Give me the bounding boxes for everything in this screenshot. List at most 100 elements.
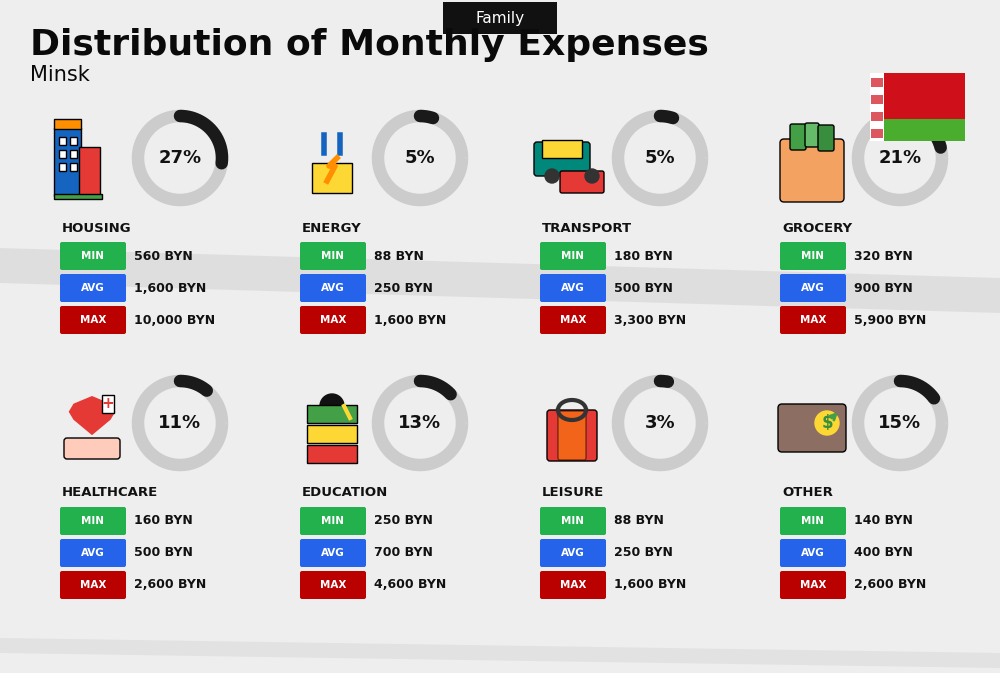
Circle shape: [545, 169, 559, 183]
Text: 180 BYN: 180 BYN: [614, 250, 673, 262]
FancyBboxPatch shape: [60, 507, 126, 535]
Text: 27%: 27%: [158, 149, 202, 167]
Text: 1,600 BYN: 1,600 BYN: [134, 281, 206, 295]
FancyBboxPatch shape: [60, 274, 126, 302]
Text: TRANSPORT: TRANSPORT: [542, 221, 632, 234]
FancyBboxPatch shape: [300, 306, 366, 334]
Text: HOUSING: HOUSING: [62, 221, 132, 234]
Text: OTHER: OTHER: [782, 487, 833, 499]
FancyBboxPatch shape: [547, 410, 597, 461]
Text: 5,900 BYN: 5,900 BYN: [854, 314, 926, 326]
Text: Distribution of Monthly Expenses: Distribution of Monthly Expenses: [30, 28, 709, 62]
FancyBboxPatch shape: [300, 571, 366, 599]
Text: HEALTHCARE: HEALTHCARE: [62, 487, 158, 499]
Text: 3%: 3%: [645, 414, 675, 432]
Text: 400 BYN: 400 BYN: [854, 546, 913, 559]
FancyBboxPatch shape: [805, 123, 819, 147]
FancyBboxPatch shape: [79, 147, 100, 196]
Text: MIN: MIN: [82, 251, 104, 261]
Text: MIN: MIN: [82, 516, 104, 526]
Text: 500 BYN: 500 BYN: [614, 281, 673, 295]
FancyBboxPatch shape: [780, 139, 844, 202]
Text: +: +: [102, 396, 114, 411]
Polygon shape: [0, 638, 1000, 668]
Text: 2,600 BYN: 2,600 BYN: [854, 579, 926, 592]
FancyBboxPatch shape: [542, 140, 582, 158]
FancyBboxPatch shape: [818, 125, 834, 151]
Text: 3,300 BYN: 3,300 BYN: [614, 314, 686, 326]
FancyBboxPatch shape: [59, 163, 66, 171]
FancyBboxPatch shape: [59, 150, 66, 158]
Text: MIN: MIN: [802, 251, 824, 261]
FancyBboxPatch shape: [780, 571, 846, 599]
FancyBboxPatch shape: [310, 406, 354, 416]
FancyBboxPatch shape: [70, 163, 77, 171]
Text: 5%: 5%: [405, 149, 435, 167]
FancyBboxPatch shape: [307, 425, 357, 443]
FancyBboxPatch shape: [871, 129, 883, 137]
FancyBboxPatch shape: [790, 124, 806, 150]
FancyBboxPatch shape: [871, 77, 883, 87]
Text: 21%: 21%: [878, 149, 922, 167]
Text: AVG: AVG: [561, 548, 585, 558]
FancyBboxPatch shape: [443, 2, 557, 34]
Text: LEISURE: LEISURE: [542, 487, 604, 499]
FancyBboxPatch shape: [540, 571, 606, 599]
FancyBboxPatch shape: [780, 274, 846, 302]
Text: AVG: AVG: [321, 548, 345, 558]
Text: EDUCATION: EDUCATION: [302, 487, 388, 499]
Polygon shape: [0, 248, 1000, 313]
FancyBboxPatch shape: [540, 507, 606, 535]
FancyBboxPatch shape: [540, 274, 606, 302]
FancyBboxPatch shape: [300, 539, 366, 567]
Text: AVG: AVG: [561, 283, 585, 293]
Text: ENERGY: ENERGY: [302, 221, 362, 234]
FancyBboxPatch shape: [780, 507, 846, 535]
Text: 88 BYN: 88 BYN: [614, 514, 664, 528]
Text: MIN: MIN: [802, 516, 824, 526]
Text: MIN: MIN: [322, 516, 344, 526]
Text: MIN: MIN: [562, 251, 584, 261]
FancyBboxPatch shape: [540, 539, 606, 567]
Text: 1,600 BYN: 1,600 BYN: [374, 314, 446, 326]
FancyBboxPatch shape: [102, 395, 114, 413]
Circle shape: [585, 169, 599, 183]
FancyBboxPatch shape: [59, 137, 66, 145]
Text: 160 BYN: 160 BYN: [134, 514, 193, 528]
FancyBboxPatch shape: [60, 539, 126, 567]
Text: MAX: MAX: [560, 315, 586, 325]
Text: MIN: MIN: [562, 516, 584, 526]
Text: MIN: MIN: [322, 251, 344, 261]
FancyBboxPatch shape: [54, 194, 102, 199]
Text: 13%: 13%: [398, 414, 442, 432]
Text: 88 BYN: 88 BYN: [374, 250, 424, 262]
Circle shape: [815, 411, 839, 435]
Text: GROCERY: GROCERY: [782, 221, 852, 234]
Text: 4,600 BYN: 4,600 BYN: [374, 579, 446, 592]
Text: AVG: AVG: [321, 283, 345, 293]
FancyBboxPatch shape: [780, 539, 846, 567]
Text: 900 BYN: 900 BYN: [854, 281, 913, 295]
FancyBboxPatch shape: [307, 405, 357, 423]
Text: MAX: MAX: [560, 580, 586, 590]
Text: 250 BYN: 250 BYN: [614, 546, 673, 559]
FancyBboxPatch shape: [60, 571, 126, 599]
Text: MAX: MAX: [800, 580, 826, 590]
FancyBboxPatch shape: [882, 73, 965, 141]
Text: 320 BYN: 320 BYN: [854, 250, 913, 262]
Text: 2,600 BYN: 2,600 BYN: [134, 579, 206, 592]
Text: MAX: MAX: [80, 580, 106, 590]
FancyBboxPatch shape: [70, 150, 77, 158]
Text: MAX: MAX: [80, 315, 106, 325]
Text: Minsk: Minsk: [30, 65, 90, 85]
FancyBboxPatch shape: [300, 507, 366, 535]
Circle shape: [320, 394, 344, 418]
Text: 250 BYN: 250 BYN: [374, 514, 433, 528]
FancyBboxPatch shape: [300, 242, 366, 270]
Text: Family: Family: [475, 11, 525, 26]
FancyBboxPatch shape: [540, 242, 606, 270]
FancyBboxPatch shape: [300, 274, 366, 302]
FancyBboxPatch shape: [54, 128, 81, 196]
Text: 1,600 BYN: 1,600 BYN: [614, 579, 686, 592]
FancyBboxPatch shape: [534, 142, 590, 176]
